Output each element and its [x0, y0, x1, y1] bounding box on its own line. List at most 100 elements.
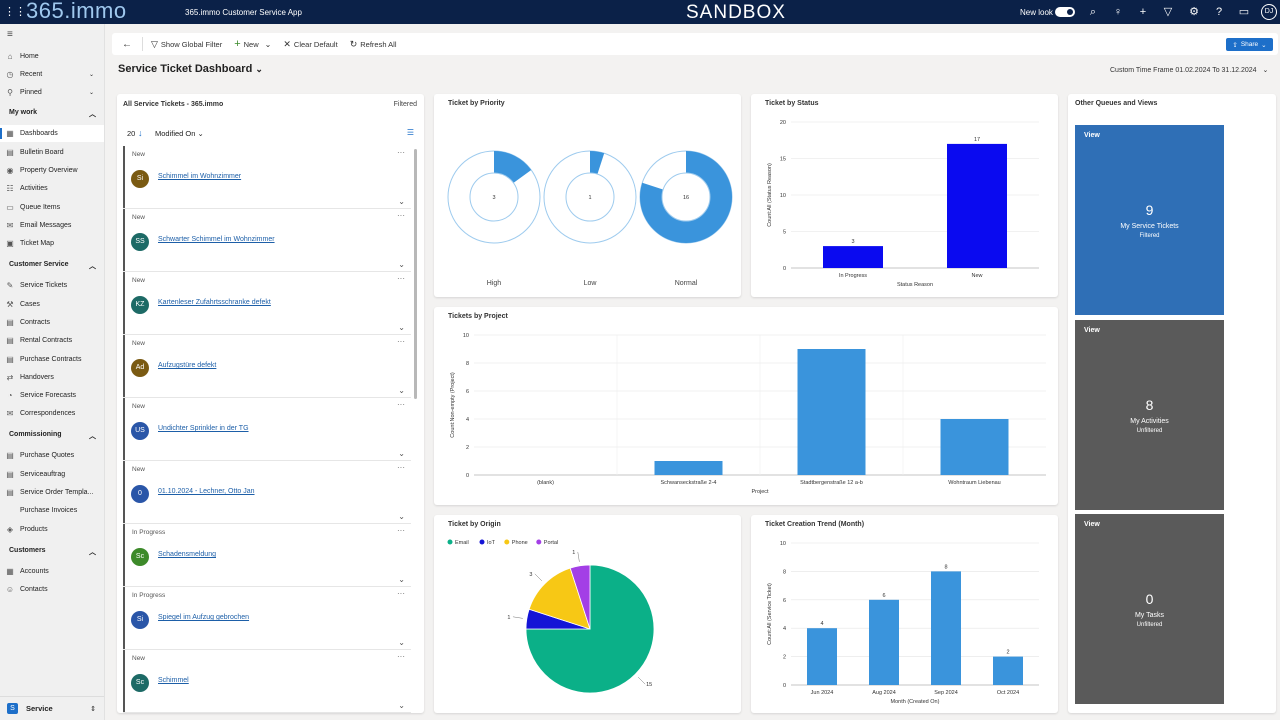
ticket-title-link[interactable]: Aufzugstüre defekt: [158, 362, 217, 369]
origin-chart[interactable]: Email IoT Phone Portal 15 1 3 1: [434, 533, 741, 711]
sidebar-item-home[interactable]: ⌂ Home: [0, 48, 104, 65]
ticket-title-link[interactable]: Kartenleser Zufahrtsschranke defekt: [158, 299, 271, 306]
chevron-down-icon: ⌄: [88, 72, 94, 78]
sidebar-item-pinned[interactable]: ⚲ Pinned ⌄: [0, 84, 104, 101]
section-commissioning[interactable]: Commissioning ︿: [9, 431, 96, 440]
search-icon[interactable]: ⌕: [1089, 6, 1097, 18]
list-item[interactable]: New ··· US Undichter Sprinkler in der TG ⌄: [123, 398, 411, 461]
sidebar-item-purchase-invoices[interactable]: Purchase Invoices: [20, 507, 78, 514]
ticket-title-link[interactable]: Schwarter Schimmel im Wohnzimmer: [158, 236, 275, 243]
sidebar-item-service-order-templates[interactable]: ▤ Service Order Templa...: [0, 484, 104, 501]
sidebar-item-service-tickets[interactable]: ✎ Service Tickets: [0, 277, 104, 294]
ticket-title-link[interactable]: Schadensmeldung: [158, 551, 216, 558]
queue-tile[interactable]: View 0 My Tasks Unfiltered: [1075, 514, 1224, 704]
list-item[interactable]: In Progress ··· Si Spiegel im Aufzug gebroc…: [123, 587, 411, 650]
sidebar-item-service-forecasts[interactable]: ◔ Service Forecasts: [0, 387, 104, 404]
queue-tile[interactable]: View 9 My Service Tickets Filtered: [1075, 125, 1224, 315]
app-title[interactable]: 365.immo Customer Service App: [185, 8, 302, 17]
chevron-down-icon[interactable]: ⌄: [398, 638, 405, 647]
sidebar-item-contracts[interactable]: ▤ Contracts: [0, 314, 104, 331]
sidebar-item-property-overview[interactable]: ◉ Property Overview: [0, 162, 104, 179]
settings-icon[interactable]: ⚙: [1189, 6, 1199, 18]
sidebar-item-handovers[interactable]: ⇄ Handovers: [0, 369, 104, 386]
sidebar-item-products[interactable]: ◈ Products: [0, 521, 104, 538]
sort-field-button[interactable]: Modified On ⌄: [155, 129, 204, 138]
ticket-title-link[interactable]: Schimmel im Wohnzimmer: [158, 173, 242, 180]
list-item[interactable]: New ··· KZ Kartenleser Zufahrtsschranke def…: [123, 272, 411, 335]
origin-title: Ticket by Origin: [448, 521, 501, 528]
filter-icon[interactable]: ▽: [1163, 6, 1173, 18]
ticket-title-link[interactable]: Spiegel im Aufzug gebrochen: [158, 614, 250, 621]
chevron-down-icon[interactable]: ⌄: [398, 701, 405, 710]
more-options-icon[interactable]: ···: [397, 337, 405, 346]
scrollbar[interactable]: [414, 149, 417, 399]
refresh-all-button[interactable]: ↻ Refresh All: [349, 38, 397, 49]
status-chart[interactable]: 0 5 10 15 20 3 In Progress 17 New Status Reason Co…: [751, 112, 1058, 294]
chevron-down-icon[interactable]: ⌄: [398, 323, 405, 332]
waffle-icon[interactable]: ⋮⋮: [4, 6, 26, 18]
sidebar-item-correspondences[interactable]: ✉ Correspondences: [0, 405, 104, 422]
back-icon[interactable]: ←: [122, 38, 132, 50]
trend-chart[interactable]: 0 2 4 6 8 10 4 Jun 2024 6 Aug 2024 8 Sep 2024 2 Oct 2…: [751, 533, 1058, 711]
project-chart[interactable]: 0 2 4 6 8 10 (blank) Schwanseckstraße 2-4 Stadtb…: [434, 325, 1058, 503]
more-options-icon[interactable]: ···: [397, 274, 405, 283]
more-options-icon[interactable]: ···: [397, 148, 405, 157]
sidebar-item-bulletin-board[interactable]: ▤ Bulletin Board: [0, 144, 104, 161]
chevron-down-icon[interactable]: ⌄: [398, 512, 405, 521]
ticket-title-link[interactable]: Schimmel: [158, 677, 189, 684]
more-options-icon[interactable]: ···: [397, 463, 405, 472]
sidebar-item-purchase-quotes[interactable]: ▤ Purchase Quotes: [0, 447, 104, 464]
sidebar-item-email-messages[interactable]: ✉ Email Messages: [0, 217, 104, 234]
priority-chart[interactable]: 3 High 1 Low 16 Normal: [434, 114, 741, 294]
section-customer-service[interactable]: Customer Service ︿: [9, 261, 96, 270]
sidebar-item-ticket-map[interactable]: ▣ Ticket Map: [0, 235, 104, 252]
queue-tile[interactable]: View 8 My Activities Unfiltered: [1075, 320, 1224, 510]
chevron-down-icon[interactable]: ⌄: [398, 449, 405, 458]
more-options-icon[interactable]: ···: [397, 589, 405, 598]
section-customers[interactable]: Customers ︿: [9, 547, 96, 556]
sidebar-item-recent[interactable]: ◷ Recent ⌄: [0, 66, 104, 83]
sidebar-item-cases[interactable]: ⚒ Cases: [0, 296, 104, 313]
chevron-down-icon[interactable]: ⌄: [398, 197, 405, 206]
help-icon[interactable]: ?: [1215, 6, 1223, 18]
share-button[interactable]: ⇪ Share ⌄: [1226, 38, 1273, 51]
sidebar-item-rental-contracts[interactable]: ▤ Rental Contracts: [0, 332, 104, 349]
hamburger-icon[interactable]: ≡: [7, 29, 13, 40]
show-global-filter-button[interactable]: ▽ Show Global Filter: [151, 38, 223, 49]
sort-arrow-icon[interactable]: ↓: [138, 128, 143, 138]
plus-icon[interactable]: +: [1139, 6, 1147, 18]
list-item[interactable]: New ··· SS Schwarter Schimmel im Wohnzimmer…: [123, 209, 411, 272]
ticket-title-link[interactable]: 01.10.2024 - Lechner, Otto Jan: [158, 488, 255, 495]
more-options-icon[interactable]: ···: [397, 211, 405, 220]
sidebar-item-accounts[interactable]: ▦ Accounts: [0, 563, 104, 580]
sidebar-item-dashboards[interactable]: ▦ Dashboards: [0, 125, 104, 142]
more-options-icon[interactable]: ···: [397, 526, 405, 535]
timeframe-selector[interactable]: Custom Time Frame 01.02.2024 To 31.12.20…: [1110, 67, 1269, 74]
dashboard-title[interactable]: Service Ticket Dashboard ⌄: [118, 63, 263, 75]
user-avatar[interactable]: DJ: [1261, 4, 1277, 20]
sidebar-item-activities[interactable]: ☷ Activities: [0, 180, 104, 197]
chevron-down-icon[interactable]: ⌄: [398, 386, 405, 395]
sidebar-item-queue-items[interactable]: ▭ Queue Items: [0, 199, 104, 216]
new-look-toggle[interactable]: [1055, 7, 1075, 17]
list-view-icon[interactable]: ☰: [406, 128, 414, 137]
list-item[interactable]: New ··· Si Schimmel im Wohnzimmer ⌄: [123, 146, 411, 209]
sidebar-item-contacts[interactable]: ☺ Contacts: [0, 581, 104, 598]
new-button[interactable]: + New ⌄: [234, 38, 272, 50]
list-item[interactable]: New ··· Ad Aufzugstüre defekt ⌄: [123, 335, 411, 398]
ticket-title-link[interactable]: Undichter Sprinkler in der TG: [158, 425, 249, 432]
chevron-down-icon[interactable]: ⌄: [398, 575, 405, 584]
clear-default-button[interactable]: ✕ Clear Default: [283, 38, 338, 49]
list-item[interactable]: New ··· Sc Schimmel ⌄: [123, 650, 411, 713]
more-options-icon[interactable]: ···: [397, 400, 405, 409]
area-switcher[interactable]: S Service ⇕: [0, 696, 104, 720]
chat-icon[interactable]: ▭: [1238, 6, 1250, 18]
sidebar-item-purchase-contracts[interactable]: ▤ Purchase Contracts: [0, 351, 104, 368]
more-options-icon[interactable]: ···: [397, 652, 405, 661]
sidebar-item-serviceauftrag[interactable]: ▤ Serviceauftrag: [0, 466, 104, 483]
section-my-work[interactable]: My work ︿: [9, 109, 96, 118]
list-item[interactable]: In Progress ··· Sc Schadensmeldung ⌄: [123, 524, 411, 587]
list-item[interactable]: New ··· 0 01.10.2024 - Lechner, Otto Jan ⌄: [123, 461, 411, 524]
chevron-down-icon[interactable]: ⌄: [398, 260, 405, 269]
lightbulb-icon[interactable]: ♀: [1113, 6, 1123, 18]
